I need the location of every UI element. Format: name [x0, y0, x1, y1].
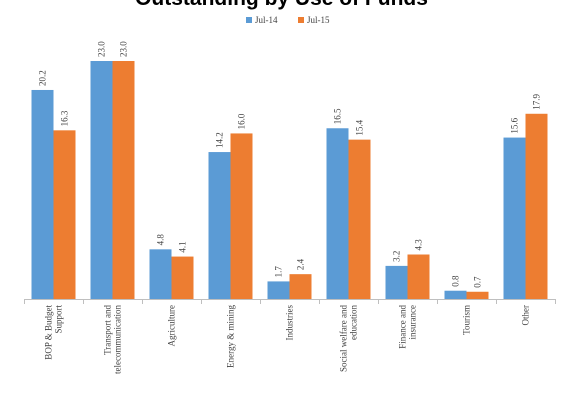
legend-swatch [246, 17, 252, 23]
category-label: insurance [408, 305, 418, 339]
data-label: 2.4 [296, 258, 306, 270]
bar-jul-15 [230, 133, 253, 299]
data-label: 20.2 [38, 70, 48, 86]
legend-label: Jul-14 [255, 15, 278, 25]
bar-jul-15 [525, 113, 548, 299]
data-label: 16.3 [60, 110, 70, 126]
category-label: education [349, 305, 359, 340]
category-label: Social welfare and [339, 305, 349, 372]
bar-jul-14 [267, 281, 290, 299]
bar-jul-15 [466, 291, 489, 299]
bars-group [31, 61, 548, 300]
data-label: 4.1 [178, 241, 188, 252]
data-label: 15.4 [355, 119, 365, 135]
bar-jul-14 [31, 89, 54, 300]
bar-jul-15 [171, 256, 194, 299]
data-label: 17.9 [532, 94, 542, 110]
data-label: 23.0 [97, 41, 107, 57]
category-label: telecommunication [113, 305, 123, 374]
bar-jul-15 [112, 61, 135, 299]
category-label: Tourism [462, 305, 472, 335]
bar-jul-15 [348, 139, 371, 299]
data-label: 15.6 [510, 117, 520, 133]
bar-jul-15 [53, 130, 76, 299]
legend: Jul-14 Jul-15 [246, 15, 330, 25]
data-label: 16.0 [237, 113, 247, 129]
category-label: Finance and [398, 305, 408, 349]
bar-jul-14 [326, 128, 349, 299]
data-label: 14.2 [215, 132, 225, 148]
category-label: Energy & mining [226, 305, 236, 368]
data-label: 16.5 [333, 108, 343, 124]
bar-jul-15 [407, 254, 430, 299]
category-label: Industries [285, 305, 295, 341]
data-label: 23.0 [119, 41, 129, 57]
bar-jul-14 [385, 265, 408, 299]
bar-jul-14 [208, 152, 231, 299]
category-labels-group: BOP & Budget Support Transport and telecomm… [24, 299, 556, 374]
category-label: Transport and [103, 305, 113, 355]
chart-title: Outstanding by Use of Funds [0, 0, 563, 11]
data-label: 0.8 [451, 275, 461, 287]
data-label: 4.3 [414, 239, 424, 251]
legend-label: Jul-15 [307, 15, 330, 25]
bar-jul-14 [503, 137, 526, 299]
data-label: 4.8 [156, 234, 166, 246]
category-label: BOP & Budget [44, 305, 54, 360]
data-label: 3.2 [392, 251, 402, 262]
bar-jul-14 [90, 61, 113, 299]
bar-jul-15 [289, 274, 312, 299]
category-label: Agriculture [167, 305, 177, 346]
value-labels-group: 20.2 16.3 23.0 23.0 4.8 4.1 14.2 16.0 1.7 2.4 16.5… [38, 41, 542, 288]
data-label: 1.7 [274, 266, 284, 278]
legend-swatch [298, 17, 304, 23]
category-label: Support [54, 305, 64, 334]
category-label: Other [521, 305, 531, 326]
bar-jul-14 [149, 249, 172, 299]
bar-jul-14 [444, 290, 467, 299]
data-label: 0.7 [473, 276, 483, 288]
